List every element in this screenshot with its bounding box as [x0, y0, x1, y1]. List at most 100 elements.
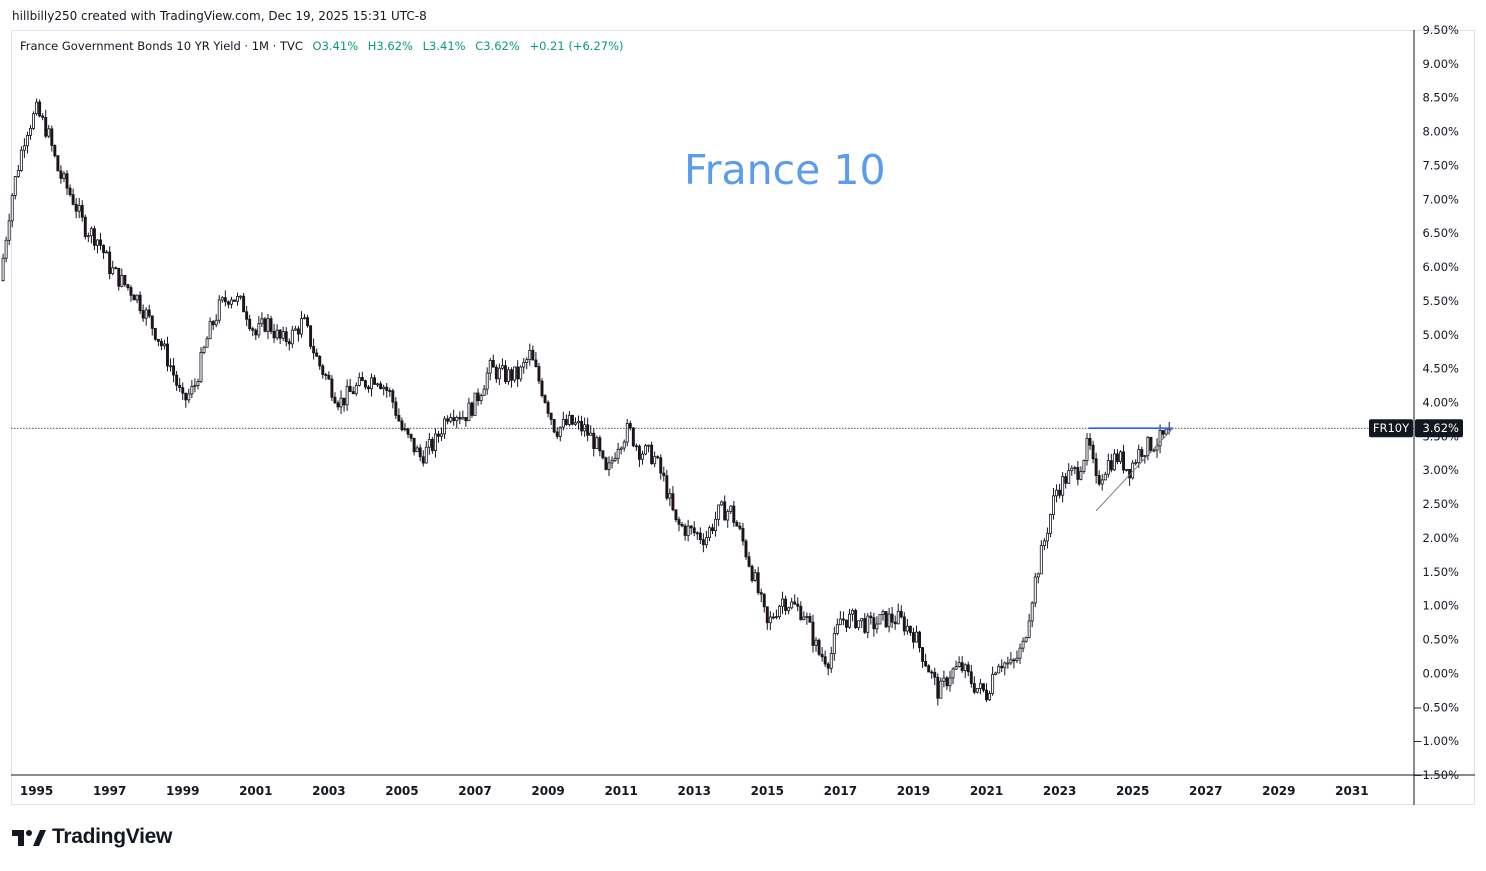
candle-body [56, 155, 60, 172]
candle-body [866, 615, 870, 633]
candle-body [309, 325, 313, 347]
candle-body [226, 301, 230, 305]
candle-body [735, 521, 739, 527]
candle-body [467, 402, 471, 422]
candle-body [857, 620, 861, 629]
y-tick-label: −1.00% [1413, 734, 1459, 748]
candle-body [985, 689, 988, 701]
candle-body [778, 605, 781, 618]
candle-body [915, 631, 918, 643]
x-tick-label: 2001 [239, 784, 272, 798]
brand-name: TradingView [52, 825, 173, 848]
candle-body [817, 639, 821, 655]
candle-body [1103, 473, 1107, 481]
candle-body [144, 309, 148, 319]
candle-body [339, 397, 343, 408]
candle-body [851, 610, 855, 615]
candle-body [245, 311, 249, 320]
candle-body [613, 457, 617, 462]
candle-body [44, 116, 48, 137]
candle-body [881, 611, 885, 615]
candle-body [135, 294, 139, 301]
candle-body [470, 402, 474, 416]
candle-body [415, 447, 419, 453]
candle-body [299, 318, 303, 335]
candle-body [1012, 659, 1016, 662]
candle-body [1030, 602, 1034, 622]
candle-body [924, 661, 928, 667]
candle-body [507, 369, 510, 382]
candle-body [656, 456, 660, 459]
candle-body [211, 321, 215, 326]
candle-body [7, 220, 11, 241]
axes-layer: 9.50% 9.00% 8.50% 8.00% 7.50% 7.00% 6.50% 6.00%… [11, 23, 1475, 805]
candle-body [1055, 489, 1059, 497]
candle-body [1067, 470, 1071, 484]
candle-body [522, 362, 526, 368]
candle-body [1052, 495, 1055, 515]
candle-body [997, 665, 1001, 674]
candle-body [482, 388, 486, 397]
chart-annotation-text[interactable]: France 10 [684, 146, 886, 194]
candle-body [83, 216, 87, 237]
candle-body [799, 605, 803, 620]
candle-body [820, 653, 824, 658]
candle-body [720, 501, 724, 506]
candle-body [166, 343, 169, 367]
candle-body [461, 417, 465, 420]
candle-body [129, 287, 133, 296]
candle-body [936, 676, 940, 699]
candle-body [513, 366, 517, 381]
y-tick-label: 2.50% [1422, 497, 1459, 511]
y-tick-label: 6.00% [1422, 260, 1459, 274]
candle-body [248, 318, 252, 330]
y-tick-label: 7.50% [1422, 158, 1459, 172]
candle-body [138, 294, 142, 311]
candle-body [363, 380, 367, 388]
candle-body [902, 616, 906, 632]
candle-body [662, 472, 666, 477]
candle-body [175, 374, 179, 386]
candle-body [251, 328, 255, 331]
candle-body [260, 318, 264, 325]
candle-body [975, 688, 979, 693]
candle-body [939, 680, 943, 699]
candle-body [832, 633, 836, 654]
candle-body [988, 693, 992, 701]
candle-body [1085, 438, 1089, 461]
candle-body [242, 295, 246, 313]
chart-frame[interactable] [11, 30, 1475, 805]
candle-body [120, 275, 124, 287]
tradingview-brand[interactable]: TradingView [12, 825, 172, 849]
candle-body [957, 662, 961, 667]
candle-body [616, 448, 620, 459]
candle-body [29, 128, 32, 136]
candle-body [293, 328, 297, 331]
candle-body [65, 173, 69, 189]
candle-body [982, 683, 985, 691]
candle-body [330, 378, 334, 398]
y-tick-label: 9.50% [1422, 23, 1459, 37]
y-tick-label: 5.00% [1422, 328, 1459, 342]
candle-body [41, 115, 45, 118]
candle-body [683, 525, 687, 536]
y-tick-label: 1.50% [1422, 565, 1459, 579]
candle-body [586, 424, 590, 436]
candle-body [126, 284, 130, 288]
candle-body [911, 632, 915, 643]
candle-body [74, 203, 78, 212]
candle-body [793, 601, 797, 605]
candle-body [738, 525, 742, 529]
candle-body [927, 665, 931, 673]
candle-body [969, 671, 973, 684]
candle-body [348, 385, 352, 392]
candle-body [869, 615, 873, 619]
price-tag-value: 3.62% [1422, 421, 1459, 435]
candle-body [187, 393, 191, 401]
candle-body [354, 384, 358, 395]
candle-body [89, 228, 93, 237]
candle-body [625, 423, 629, 443]
candle-body [574, 422, 577, 425]
candle-body [744, 540, 748, 558]
